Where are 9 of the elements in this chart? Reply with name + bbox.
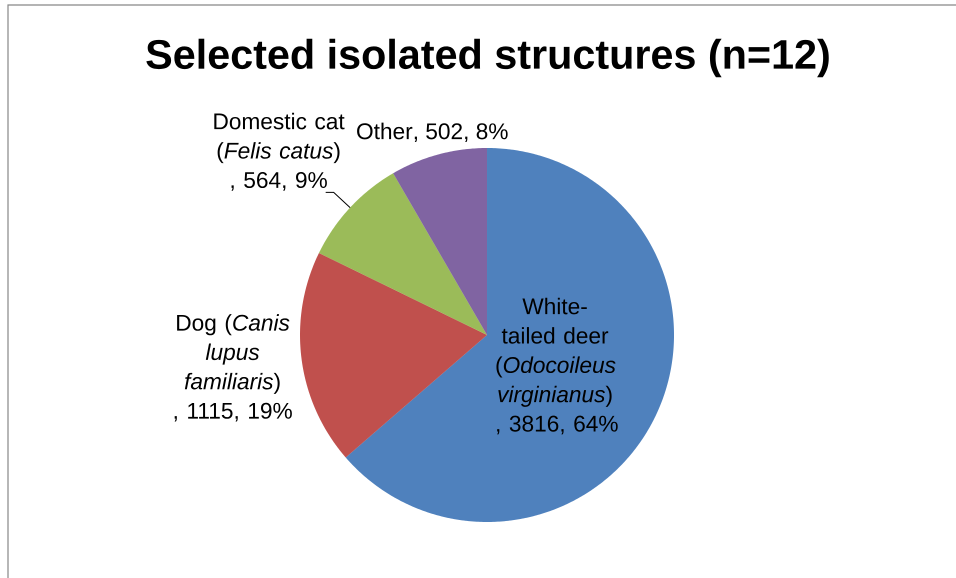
- slice-label: Other: [357, 122, 412, 140]
- chart-title: Selected isolated structures (n=12): [146, 38, 829, 78]
- slice-label: Domestic cat (Felis catus): [214, 112, 345, 164]
- data-label: , 3816, 64%: [497, 416, 618, 434]
- data-label: , 1115, 19%: [174, 402, 292, 422]
- data-label: , 564, 9%: [231, 172, 327, 191]
- slice-label: Dog (Canis lupus familiaris): [177, 314, 290, 394]
- slice-label: White-tailed deer (Odocoileus virginianus): [496, 298, 616, 407]
- data-label: , 502, 8%: [414, 123, 508, 142]
